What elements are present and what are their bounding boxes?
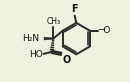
Text: CH₃: CH₃ [46, 17, 60, 26]
Text: ─O: ─O [98, 26, 111, 35]
Text: F: F [71, 4, 78, 14]
Text: O: O [62, 55, 70, 65]
Text: HO: HO [29, 50, 43, 59]
Polygon shape [44, 37, 53, 40]
Text: H₂N: H₂N [22, 34, 40, 43]
